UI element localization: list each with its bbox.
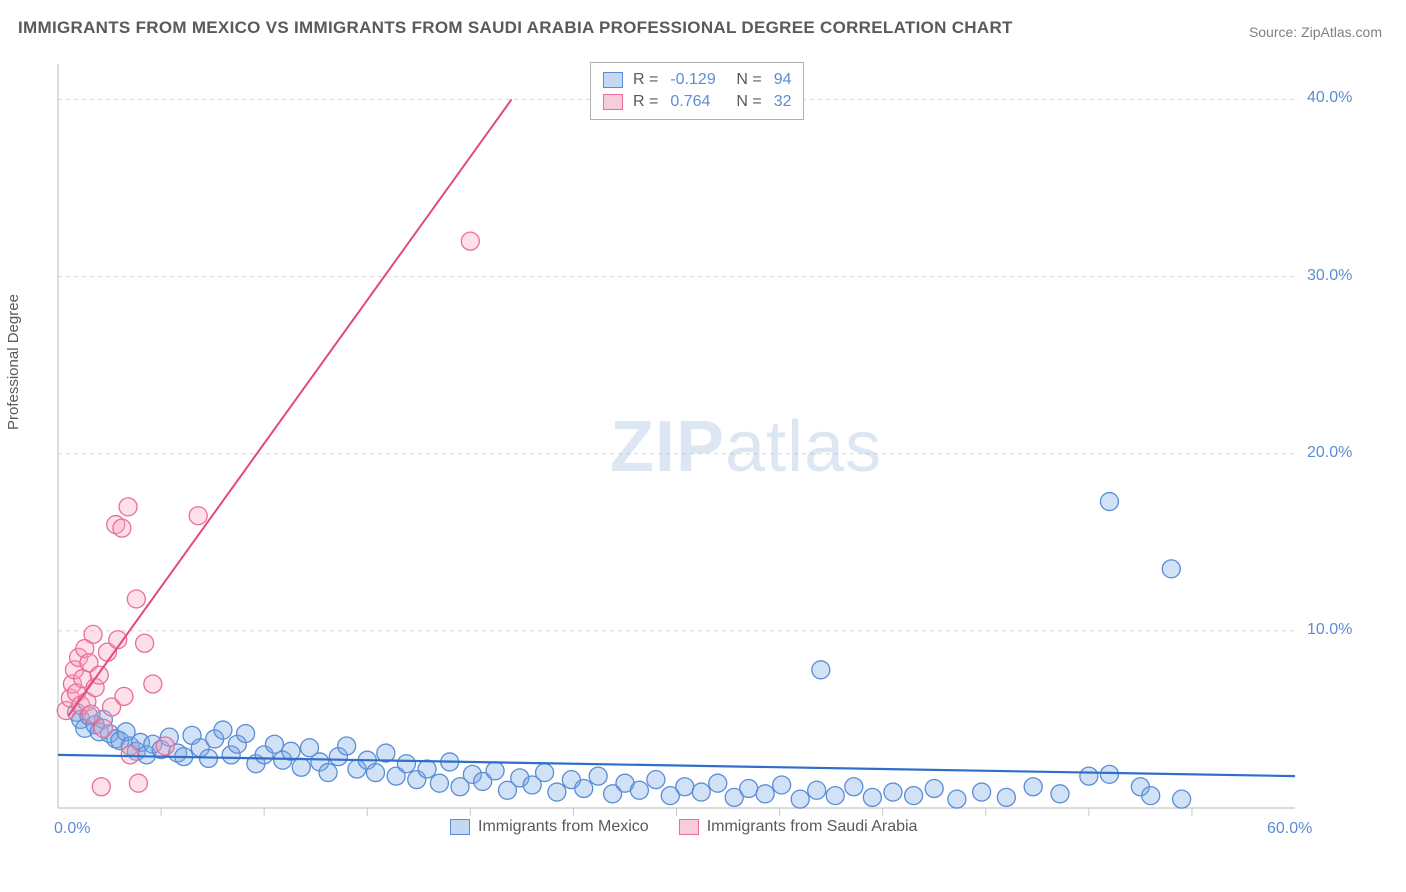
r-value: 0.764 xyxy=(670,93,726,111)
correlation-legend: R = -0.129 N = 94 R = 0.764 N = 32 xyxy=(590,62,804,120)
legend-swatch xyxy=(679,819,699,835)
y-axis-label: Professional Degree xyxy=(5,294,22,430)
source-attribution: Source: ZipAtlas.com xyxy=(1249,24,1382,40)
y-tick-label: 10.0% xyxy=(1307,621,1352,639)
scatter-plot-svg xyxy=(50,56,1365,846)
n-label: N = xyxy=(736,93,761,111)
n-label: N = xyxy=(736,71,761,89)
legend-swatch xyxy=(603,72,623,88)
legend-swatch xyxy=(603,94,623,110)
y-tick-label: 40.0% xyxy=(1307,89,1352,107)
legend-swatch xyxy=(450,819,470,835)
x-tick-label: 0.0% xyxy=(54,820,90,838)
chart-plot-area: ZIPatlas R =-0.129N =94R =0.764N =32 Imm… xyxy=(50,56,1365,846)
n-value: 32 xyxy=(774,93,792,111)
y-tick-label: 30.0% xyxy=(1307,267,1352,285)
x-tick-label: 60.0% xyxy=(1267,820,1312,838)
r-label: R = xyxy=(633,71,658,89)
legend-series-item: Immigrants from Mexico xyxy=(450,818,649,836)
series-legend: Immigrants from Mexico Immigrants from Sa… xyxy=(450,818,917,836)
n-value: 94 xyxy=(774,71,792,89)
legend-series-item: Immigrants from Saudi Arabia xyxy=(679,818,918,836)
y-tick-label: 20.0% xyxy=(1307,444,1352,462)
legend-stat-row: R = -0.129 N = 94 xyxy=(603,69,791,91)
r-value: -0.129 xyxy=(670,71,726,89)
r-label: R = xyxy=(633,93,658,111)
legend-stat-row: R = 0.764 N = 32 xyxy=(603,91,791,113)
legend-series-label: Immigrants from Mexico xyxy=(478,818,649,836)
chart-title: IMMIGRANTS FROM MEXICO VS IMMIGRANTS FRO… xyxy=(18,18,1013,38)
legend-series-label: Immigrants from Saudi Arabia xyxy=(707,818,918,836)
